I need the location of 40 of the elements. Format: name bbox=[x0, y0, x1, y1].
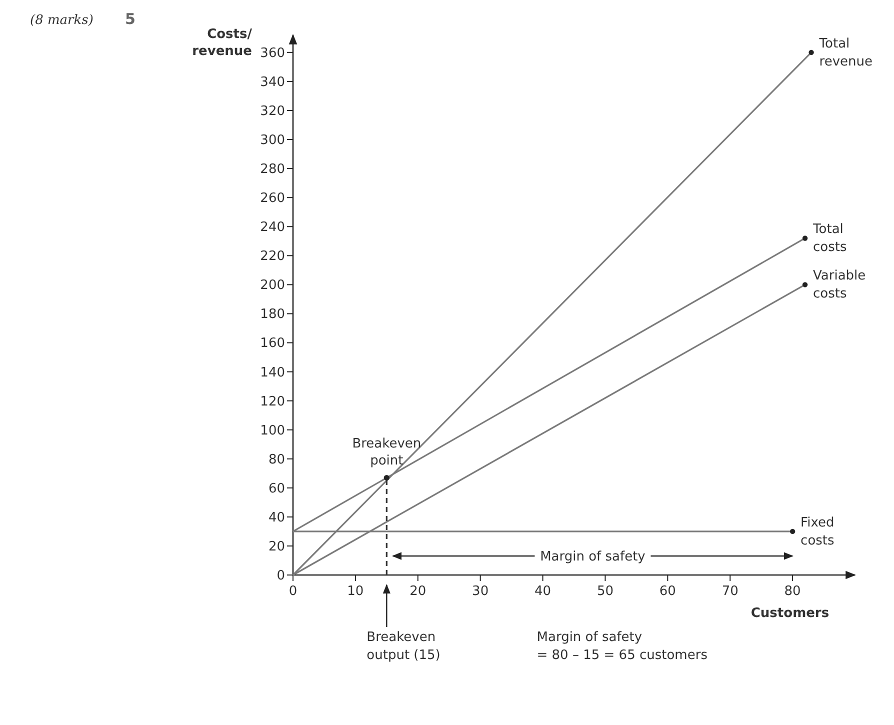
y-tick-label: 80 bbox=[268, 452, 285, 468]
y-tick-label: 360 bbox=[260, 46, 285, 61]
y-tick-label: 100 bbox=[260, 423, 285, 438]
annotation: Margin of safety bbox=[540, 550, 646, 564]
series-label: Total costs bbox=[812, 222, 848, 256]
text: Breakeven output (15) bbox=[366, 630, 440, 663]
x-tick-label: 40 bbox=[534, 584, 552, 599]
x-tick-label: 60 bbox=[659, 584, 676, 599]
x-tick-label: 50 bbox=[596, 584, 614, 599]
y-tick-label: 220 bbox=[260, 249, 285, 264]
x-tick-label: 70 bbox=[722, 584, 738, 599]
y-tick-label: 20 bbox=[268, 539, 285, 554]
x-tick-label: 0 bbox=[288, 584, 298, 599]
y-tick-label: 180 bbox=[260, 307, 285, 322]
text: Margin of safety = 80 – 15 = 65 customers bbox=[536, 630, 708, 663]
y-axis-title: Costs/ revenue bbox=[192, 27, 252, 59]
y-tick-label: 340 bbox=[260, 74, 285, 90]
y-tick-label: 280 bbox=[260, 162, 285, 178]
y-tick-label: 40 bbox=[268, 510, 285, 526]
series-label: Variable costs bbox=[813, 268, 866, 302]
y-tick-label: 200 bbox=[260, 278, 285, 294]
y-tick-label: 60 bbox=[268, 481, 285, 496]
series-label: Fixed costs bbox=[800, 515, 835, 548]
series-label: Total revenue bbox=[818, 36, 873, 70]
y-tick-label: 320 bbox=[260, 104, 285, 119]
annotation: Breakeven point bbox=[352, 436, 422, 469]
y-tick-label: 120 bbox=[260, 394, 285, 410]
x-tick-label: 20 bbox=[410, 584, 426, 599]
text: 5 bbox=[125, 10, 136, 28]
x-tick-label: 10 bbox=[347, 584, 364, 599]
y-tick-label: 160 bbox=[260, 336, 285, 352]
x-axis-title: Customers bbox=[750, 606, 830, 621]
x-tick-label: 30 bbox=[472, 584, 489, 599]
y-tick-label: 140 bbox=[260, 365, 285, 380]
y-tick-label: 300 bbox=[260, 133, 285, 148]
text: (8 marks) bbox=[30, 13, 94, 28]
y-tick-label: 240 bbox=[260, 220, 285, 236]
y-tick-label: 260 bbox=[260, 191, 285, 206]
y-tick-label: 0 bbox=[276, 568, 285, 584]
x-tick-label: 80 bbox=[784, 584, 801, 599]
